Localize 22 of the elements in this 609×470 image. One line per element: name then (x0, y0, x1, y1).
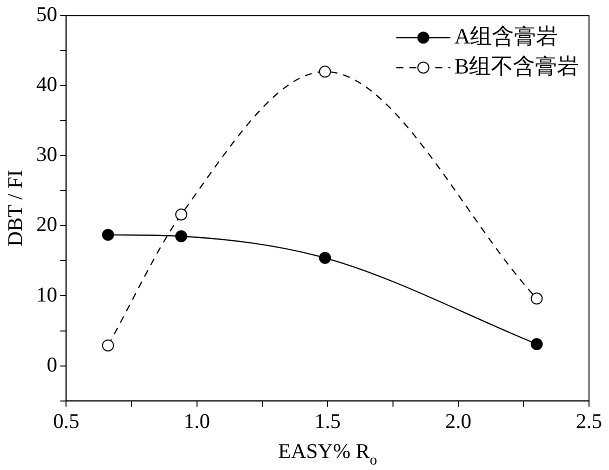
y-tick-label: 30 (36, 142, 58, 166)
legend-label: B组不含膏岩 (454, 53, 580, 78)
x-tick-label: 2.5 (576, 408, 602, 433)
y-tick-label: 40 (36, 72, 58, 96)
y-tick-label: 20 (36, 212, 58, 236)
point (530, 292, 543, 305)
x-tick-label: 0.5 (53, 408, 80, 433)
point (175, 230, 188, 242)
y-tick-label: 10 (36, 282, 58, 306)
point (102, 228, 114, 241)
point (102, 339, 114, 352)
x-tick-label: 1.5 (314, 408, 341, 433)
y-tick-label: 50 (36, 2, 58, 26)
point (175, 208, 188, 221)
legend-label: A组含膏岩 (454, 23, 558, 48)
y-axis-title: DBT / FI (3, 170, 28, 247)
point (318, 66, 331, 78)
point (318, 252, 331, 264)
point (530, 338, 543, 350)
x-tick-label: 1.0 (184, 408, 210, 433)
x-tick-label: 2.0 (445, 408, 472, 433)
y-tick-label: 0 (46, 352, 58, 376)
